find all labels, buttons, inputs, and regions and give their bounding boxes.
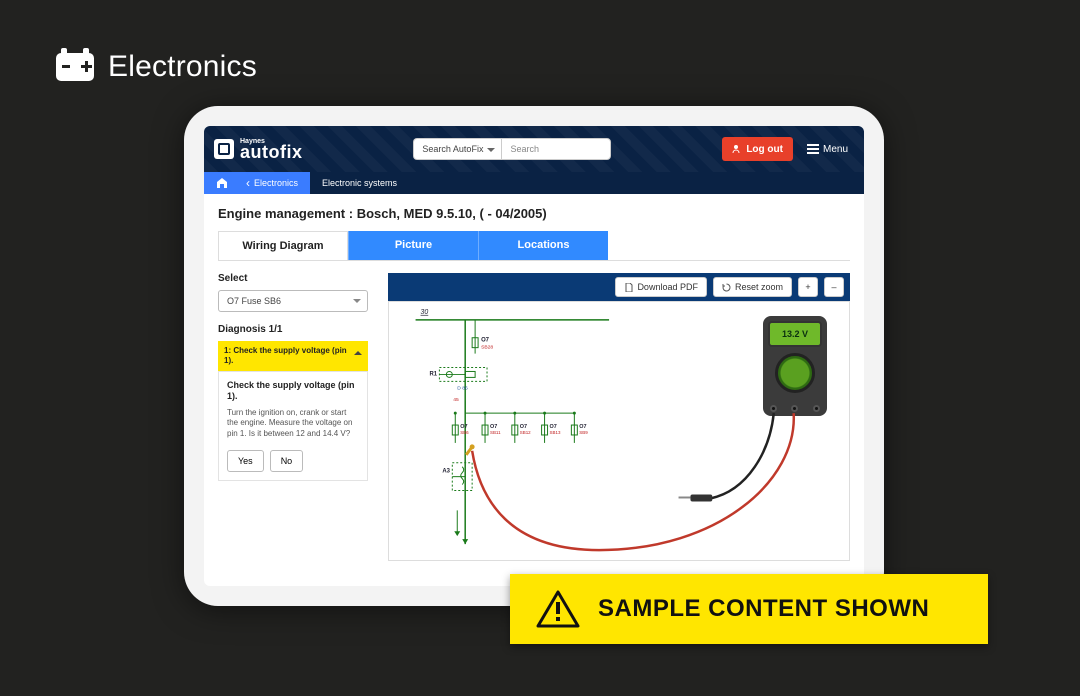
page-body: Engine management : Bosch, MED 9.5.10, (…: [204, 194, 864, 573]
step-instructions: Turn the ignition on, crank or start the…: [227, 408, 359, 440]
brand-logo[interactable]: Haynes autofix: [214, 138, 303, 161]
svg-text:SB13: SB13: [550, 430, 561, 435]
svg-text:SB28: SB28: [481, 345, 493, 351]
tab-bar: Wiring Diagram Picture Locations: [218, 231, 850, 261]
brand-big: autofix: [240, 143, 303, 161]
breadcrumb-back-label: Electronics: [254, 178, 298, 188]
multimeter-display: 13.2 V: [768, 321, 822, 347]
section-heading: Electronics: [56, 50, 257, 84]
menu-label: Menu: [823, 144, 848, 155]
sidebar-panel: Select O7 Fuse SB6 Diagnosis 1/1 1: Chec…: [218, 273, 368, 561]
search-scope-label: Search AutoFix: [422, 144, 483, 154]
svg-text:45: 45: [453, 397, 459, 403]
step-title: Check the supply voltage (pin 1).: [227, 380, 359, 403]
reset-icon: [722, 283, 731, 292]
logout-icon: [732, 144, 742, 154]
diagnosis-heading: Diagnosis 1/1: [218, 324, 368, 335]
tab-label: Picture: [395, 239, 432, 251]
banner-text: SAMPLE CONTENT SHOWN: [598, 595, 929, 623]
yes-label: Yes: [238, 456, 253, 466]
home-icon: [216, 177, 228, 189]
svg-text:30: 30: [421, 309, 429, 316]
tab-label: Wiring Diagram: [242, 240, 323, 252]
diagram-panel: Download PDF Reset zoom + – 30 O7SB28 R1 D …: [388, 273, 850, 561]
reset-label: Reset zoom: [735, 282, 783, 292]
no-button[interactable]: No: [270, 450, 304, 472]
breadcrumb: Electronics Electronic systems: [204, 172, 864, 194]
tab-label: Locations: [518, 239, 570, 251]
zoom-out-button[interactable]: –: [824, 277, 844, 297]
warning-icon: [536, 590, 580, 628]
zoom-in-button[interactable]: +: [798, 277, 818, 297]
tab-wiring-diagram[interactable]: Wiring Diagram: [218, 231, 348, 260]
app-screen: Haynes autofix Search AutoFix Search Log…: [204, 126, 864, 586]
breadcrumb-current: Electronic systems: [310, 172, 409, 194]
battery-icon: [56, 53, 94, 81]
svg-text:SB11: SB11: [490, 430, 501, 435]
menu-button[interactable]: Menu: [801, 144, 854, 155]
section-title: Electronics: [108, 50, 257, 84]
multimeter-reading: 13.2 V: [782, 329, 808, 339]
top-nav: Haynes autofix Search AutoFix Search Log…: [204, 126, 864, 172]
yes-button[interactable]: Yes: [227, 450, 264, 472]
breadcrumb-back[interactable]: Electronics: [240, 172, 310, 194]
breadcrumb-home[interactable]: [204, 172, 240, 194]
multimeter-dial: [775, 353, 815, 393]
hamburger-icon: [807, 144, 819, 154]
svg-text:A3: A3: [442, 469, 450, 475]
fuse-select[interactable]: O7 Fuse SB6: [218, 290, 368, 312]
fuse-selected-value: O7 Fuse SB6: [227, 296, 281, 306]
download-pdf-button[interactable]: Download PDF: [615, 277, 707, 297]
search-input[interactable]: Search: [501, 138, 611, 160]
logo-text: Haynes autofix: [240, 138, 303, 161]
multimeter: 13.2 V: [763, 316, 827, 416]
no-label: No: [281, 456, 293, 466]
logo-icon: [214, 139, 234, 159]
sample-content-banner: SAMPLE CONTENT SHOWN: [510, 574, 988, 644]
svg-text:O7: O7: [481, 338, 490, 344]
page-title: Engine management : Bosch, MED 9.5.10, (…: [218, 206, 850, 221]
reset-zoom-button[interactable]: Reset zoom: [713, 277, 792, 297]
select-label: Select: [218, 273, 368, 284]
svg-text:SB9: SB9: [579, 430, 588, 435]
download-label: Download PDF: [637, 282, 698, 292]
diagnosis-step-header[interactable]: 1: Check the supply voltage (pin 1).: [218, 341, 368, 371]
svg-text:SB6: SB6: [460, 430, 469, 435]
wiring-diagram[interactable]: 30O7SB28R1D 8645O7SB6O7SB11O7SB12O7SB13O…: [388, 301, 850, 561]
zoom-out-label: –: [831, 282, 836, 292]
search-scope-select[interactable]: Search AutoFix: [413, 138, 501, 160]
tab-locations[interactable]: Locations: [478, 231, 608, 260]
svg-text:R1: R1: [429, 371, 437, 377]
logout-button[interactable]: Log out: [722, 137, 793, 161]
breadcrumb-current-label: Electronic systems: [322, 178, 397, 188]
logout-label: Log out: [746, 144, 783, 155]
step-header-text: 1: Check the supply voltage (pin 1).: [224, 346, 347, 365]
svg-text:SB12: SB12: [520, 430, 531, 435]
search-group: Search AutoFix Search: [413, 138, 611, 160]
tablet-frame: Haynes autofix Search AutoFix Search Log…: [184, 106, 884, 606]
zoom-in-label: +: [805, 282, 810, 292]
download-icon: [624, 283, 633, 292]
diagnosis-step-body: Check the supply voltage (pin 1). Turn t…: [218, 371, 368, 481]
search-placeholder: Search: [510, 144, 539, 154]
diagram-toolbar: Download PDF Reset zoom + –: [388, 273, 850, 301]
tab-picture[interactable]: Picture: [348, 231, 478, 260]
svg-text:D 86: D 86: [457, 385, 468, 391]
